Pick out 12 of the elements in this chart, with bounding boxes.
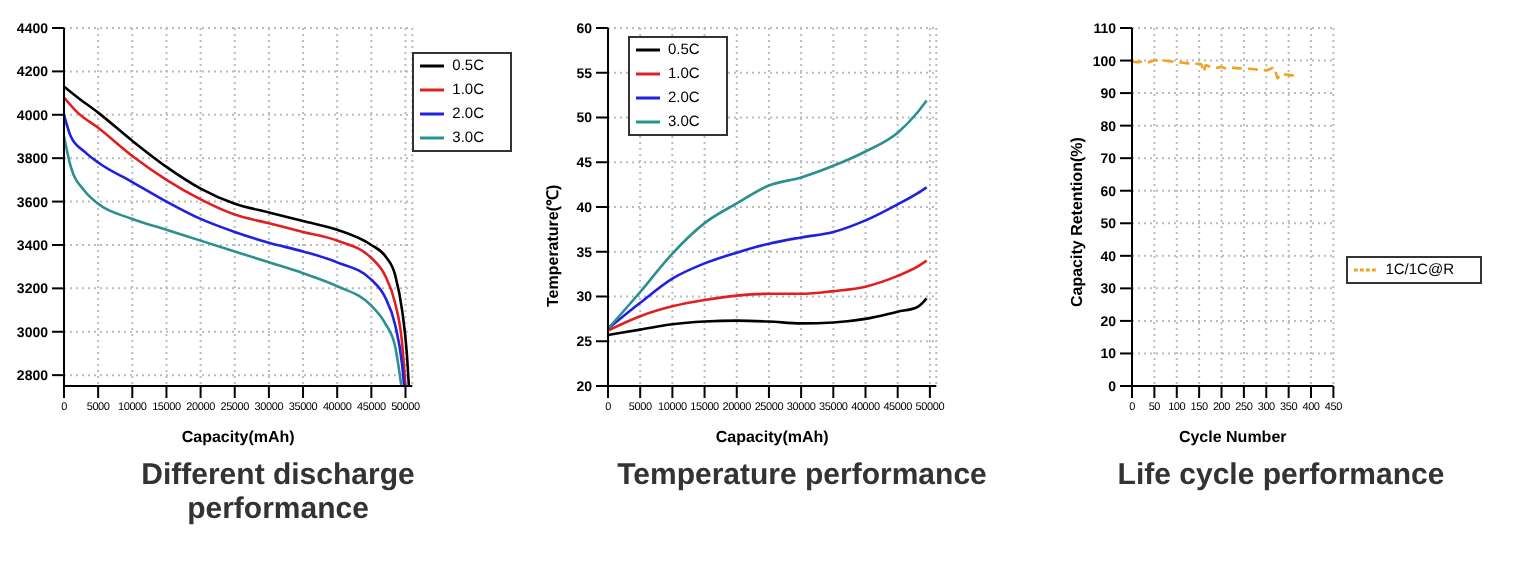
text: Different discharge performance xyxy=(139,458,417,526)
line-series xyxy=(608,259,928,332)
y-axis-title: Capacity Retention(%) xyxy=(1067,136,1086,307)
line-series xyxy=(608,99,928,331)
x-axis-title: Capacity(mAh) xyxy=(715,428,830,446)
x-axis-title: Cycle Number xyxy=(1178,428,1287,446)
text: Life cycle performance xyxy=(1115,458,1447,492)
line-series xyxy=(1132,58,1299,80)
x-axis-title: Capacity(mAh) xyxy=(181,428,296,446)
y-axis-title: Temperature(℃) xyxy=(543,183,562,307)
line-series xyxy=(608,186,928,331)
text: Temperature performance xyxy=(615,458,989,492)
